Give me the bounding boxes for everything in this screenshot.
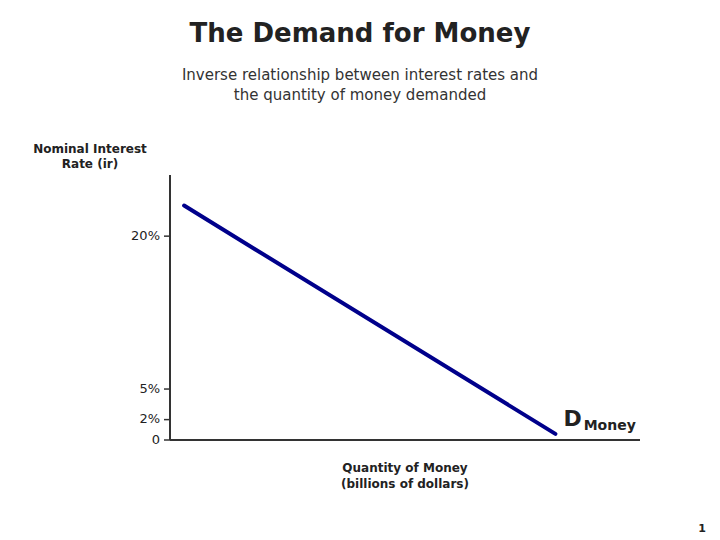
text-line: Rate (ir) xyxy=(62,157,118,171)
text-line: Inverse relationship between interest ra… xyxy=(182,66,538,84)
y-tick-label: 0 xyxy=(152,432,160,447)
background xyxy=(0,0,720,540)
y-tick-label: 2% xyxy=(139,411,160,426)
annotation: DMoney xyxy=(563,406,635,433)
subtitle: Inverse relationship between interest ra… xyxy=(182,66,538,104)
y-axis-label: Nominal InterestRate (ir) xyxy=(33,142,147,171)
y-tick-label: 20% xyxy=(131,228,160,243)
y-ticks: 0 2% 5% 20% xyxy=(131,228,170,447)
x-axis-line xyxy=(170,439,640,441)
text-line: the quantity of money demanded xyxy=(234,86,486,104)
x-axis-label: Quantity of Money (billions of dollars) xyxy=(341,461,469,491)
title: The Demand for Money xyxy=(190,18,531,48)
y-axis-line xyxy=(169,175,171,440)
annotation-sub: Money xyxy=(584,417,636,433)
text-line: (billions of dollars) xyxy=(341,477,469,491)
text-line: Nominal Interest xyxy=(33,142,147,156)
demand-line xyxy=(184,206,555,434)
y-tick-label: 5% xyxy=(139,381,160,396)
annotation-main: D xyxy=(563,406,581,431)
text-line: Quantity of Money xyxy=(342,461,467,475)
page-number: 1 xyxy=(698,522,706,535)
chart: The Demand for Money Inverse relationship… xyxy=(0,0,720,540)
plot-area xyxy=(184,206,555,434)
